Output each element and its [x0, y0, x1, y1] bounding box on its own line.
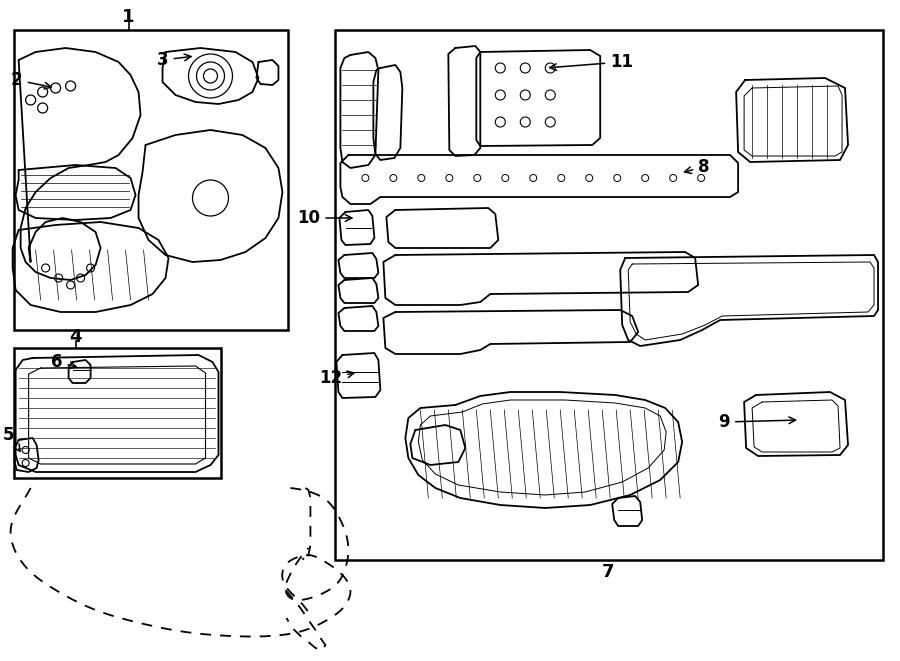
Text: 2: 2 [11, 71, 51, 89]
Text: 12: 12 [320, 369, 354, 387]
Text: 6: 6 [51, 353, 76, 371]
Text: 5: 5 [3, 426, 20, 451]
Bar [336, 30, 883, 560]
Text: 9: 9 [718, 413, 796, 431]
Text: 7: 7 [602, 563, 615, 581]
Text: 3: 3 [157, 51, 191, 69]
Bar [14, 348, 221, 478]
Text: 11: 11 [550, 53, 634, 71]
Text: 10: 10 [297, 209, 352, 227]
Text: 8: 8 [685, 158, 709, 176]
Bar [14, 30, 288, 330]
Text: 1: 1 [122, 8, 135, 26]
Text: 4: 4 [69, 328, 82, 346]
